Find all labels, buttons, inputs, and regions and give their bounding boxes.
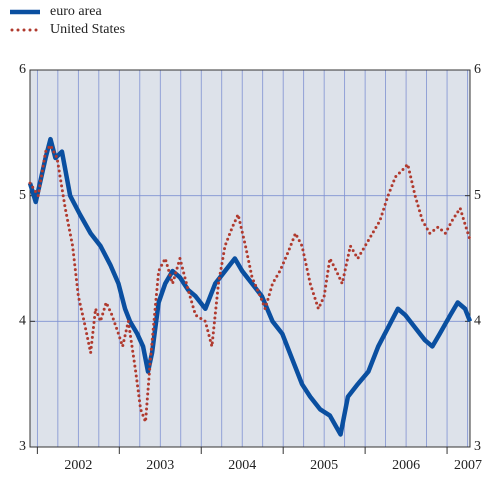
x-tick-label: 2002 [64, 458, 92, 473]
line-series [28, 143, 472, 424]
y-tick-label: 5 [19, 188, 26, 203]
y-tick-label: 3 [19, 439, 26, 454]
line-series [27, 136, 473, 437]
y2-tick-label: 5 [474, 188, 481, 203]
legend-label: euro area [50, 4, 102, 19]
y2-tick-label: 6 [474, 62, 481, 77]
x-tick-label: 2007 [454, 458, 482, 473]
x-tick-label: 2003 [146, 458, 174, 473]
plot-frame [29, 69, 471, 448]
y2-tick-label: 4 [474, 314, 481, 329]
y2-tick-label: 3 [474, 439, 481, 454]
x-tick-label: 2005 [310, 458, 338, 473]
y-tick-label: 6 [19, 62, 26, 77]
plot-area [30, 70, 470, 447]
y-tick-label: 4 [19, 314, 26, 329]
legend-label: United States [50, 22, 125, 37]
x-tick-label: 2004 [228, 458, 256, 473]
x-tick-label: 2006 [392, 458, 420, 473]
